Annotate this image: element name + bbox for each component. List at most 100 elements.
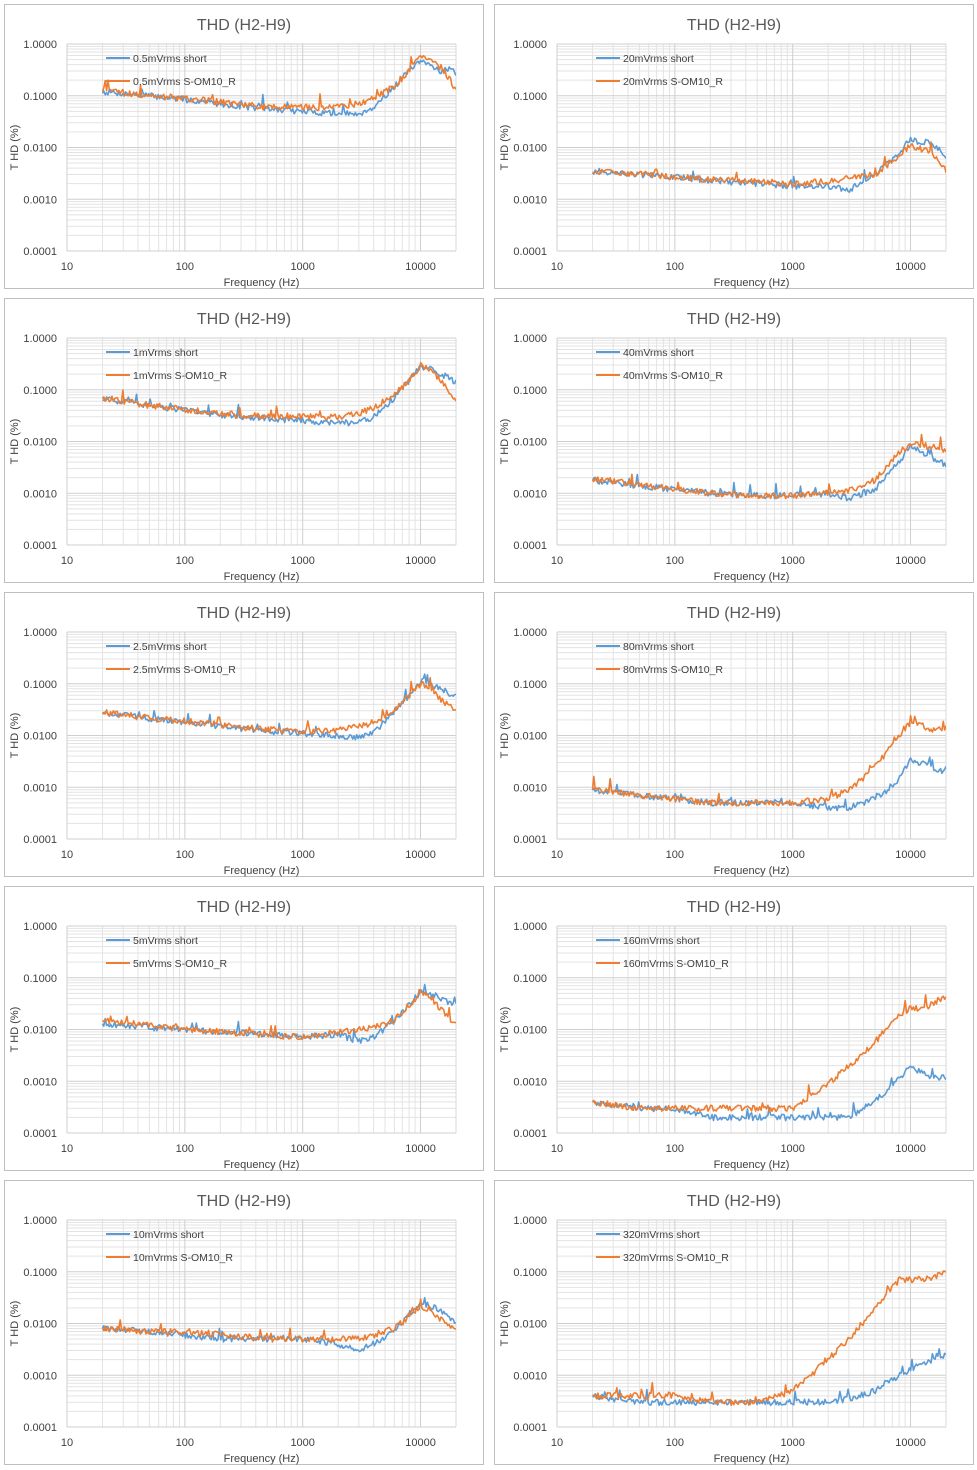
chart-title: THD (H2-H9) <box>197 1193 291 1210</box>
x-tick-label: 1000 <box>780 1437 804 1449</box>
x-tick-label: 10 <box>551 1437 563 1449</box>
y-tick-label: 0.0001 <box>23 540 57 552</box>
y-tick-label: 0.0100 <box>23 1319 57 1331</box>
chart-svg: THD (H2-H9) 0.0001 0.0010 0.0100 0.1000 1.000… <box>9 311 457 583</box>
y-tick-label: 0.1000 <box>513 91 547 103</box>
y-tick-label: 1.0000 <box>513 39 547 51</box>
x-axis-label: Frequency (Hz) <box>224 571 300 583</box>
y-axis-label: T HD (%) <box>9 419 21 465</box>
series-line <box>592 141 946 188</box>
y-axis-label: T HD (%) <box>9 1301 21 1347</box>
y-tick-label: 0.0001 <box>513 540 547 552</box>
y-tick-label: 0.1000 <box>513 973 547 985</box>
chart-title: THD (H2-H9) <box>687 311 781 328</box>
y-tick-label: 0.0010 <box>513 488 547 500</box>
x-tick-label: 1000 <box>290 1437 314 1449</box>
x-tick-label: 100 <box>176 1143 194 1155</box>
chart-panel: THD (H2-H9) 0.0001 0.0010 0.0100 0.1000 1.000… <box>490 882 977 1175</box>
x-tick-label: 10 <box>61 849 73 861</box>
y-tick-label: 0.1000 <box>23 973 57 985</box>
y-tick-label: 0.0010 <box>513 1076 547 1088</box>
y-tick-label: 0.1000 <box>513 385 547 397</box>
y-tick-label: 0.0100 <box>513 1025 547 1037</box>
x-tick-label: 100 <box>176 1437 194 1449</box>
x-axis-label: Frequency (Hz) <box>714 1453 790 1465</box>
x-axis-label: Frequency (Hz) <box>714 1159 790 1171</box>
legend-label: 40mVrms short <box>623 347 694 359</box>
chart-panel: THD (H2-H9) 0.0001 0.0010 0.0100 0.1000 1.000… <box>0 882 488 1175</box>
y-tick-label: 0.1000 <box>23 1267 57 1279</box>
y-axis-label: T HD (%) <box>9 713 21 759</box>
x-tick-label: 10 <box>551 261 563 273</box>
chart-frame <box>494 298 974 583</box>
y-tick-label: 0.0010 <box>23 194 57 206</box>
chart-frame <box>4 886 484 1171</box>
y-tick-label: 0.0010 <box>23 1076 57 1088</box>
y-tick-label: 0.0001 <box>23 1128 57 1140</box>
x-tick-label: 1000 <box>780 1143 804 1155</box>
chart-svg: THD (H2-H9) 0.0001 0.0010 0.0100 0.1000 1.000… <box>499 899 947 1171</box>
x-tick-label: 10000 <box>405 1437 436 1449</box>
legend-label: 160mVrms S-OM10_R <box>623 958 729 970</box>
x-tick-label: 10 <box>551 555 563 567</box>
x-tick-label: 10 <box>61 261 73 273</box>
y-tick-label: 0.0100 <box>23 437 57 449</box>
x-tick-label: 100 <box>666 1437 684 1449</box>
x-axis-label: Frequency (Hz) <box>714 277 790 289</box>
x-tick-label: 10000 <box>895 1143 926 1155</box>
series-line <box>591 433 946 500</box>
chart-panel: THD (H2-H9) 0.0001 0.0010 0.0100 0.1000 1.000… <box>0 294 488 587</box>
x-tick-label: 100 <box>666 261 684 273</box>
y-tick-label: 0.0100 <box>513 437 547 449</box>
x-tick-label: 10000 <box>895 555 926 567</box>
y-tick-label: 0.0010 <box>513 194 547 206</box>
y-tick-label: 0.0100 <box>23 143 57 155</box>
chart-panel: THD (H2-H9) 0.0001 0.0010 0.0100 0.1000 1.000… <box>0 0 488 293</box>
x-tick-label: 10 <box>61 555 73 567</box>
legend-label: 2.5mVrms S-OM10_R <box>133 664 236 676</box>
x-tick-label: 1000 <box>290 261 314 273</box>
chart-panel: THD (H2-H9) 0.0001 0.0010 0.0100 0.1000 1.000… <box>0 588 488 881</box>
y-tick-label: 0.0100 <box>23 1025 57 1037</box>
chart-title: THD (H2-H9) <box>197 899 291 916</box>
chart-svg: THD (H2-H9) 0.0001 0.0010 0.0100 0.1000 1.000… <box>499 311 947 583</box>
y-axis-label: T HD (%) <box>499 1301 511 1347</box>
chart-svg: THD (H2-H9) 0.0001 0.0010 0.0100 0.1000 1.000… <box>499 605 947 877</box>
legend-label: 40mVrms S-OM10_R <box>623 370 723 382</box>
x-tick-label: 1000 <box>290 555 314 567</box>
x-tick-label: 10000 <box>895 1437 926 1449</box>
y-tick-label: 0.0100 <box>513 731 547 743</box>
series-line <box>591 994 946 1113</box>
y-axis-label: T HD (%) <box>499 419 511 465</box>
legend-label: 2.5mVrms short <box>133 641 207 653</box>
y-tick-label: 0.1000 <box>23 679 57 691</box>
y-tick-label: 1.0000 <box>23 333 57 345</box>
chart-title: THD (H2-H9) <box>687 899 781 916</box>
y-tick-label: 0.0001 <box>513 1128 547 1140</box>
x-axis-label: Frequency (Hz) <box>224 865 300 877</box>
chart-svg: THD (H2-H9) 0.0001 0.0010 0.0100 0.1000 1.000… <box>499 17 947 289</box>
x-tick-label: 10000 <box>405 555 436 567</box>
x-tick-label: 1000 <box>780 849 804 861</box>
y-tick-label: 0.1000 <box>513 1267 547 1279</box>
x-axis-label: Frequency (Hz) <box>714 865 790 877</box>
chart-panel: THD (H2-H9) 0.0001 0.0010 0.0100 0.1000 1.000… <box>490 1176 977 1469</box>
legend-label: 0.5mVrms S-OM10_R <box>133 76 236 88</box>
chart-title: THD (H2-H9) <box>197 605 291 622</box>
chart-panel: THD (H2-H9) 0.0001 0.0010 0.0100 0.1000 1.000… <box>0 1176 488 1469</box>
y-axis-label: T HD (%) <box>499 1007 511 1053</box>
legend-label: 80mVrms short <box>623 641 694 653</box>
y-tick-label: 0.0001 <box>513 246 547 258</box>
series-line <box>591 714 946 807</box>
y-tick-label: 1.0000 <box>23 921 57 933</box>
chart-frame <box>4 592 484 877</box>
legend-label: 80mVrms S-OM10_R <box>623 664 723 676</box>
y-tick-label: 0.1000 <box>23 91 57 103</box>
legend-label: 20mVrms S-OM10_R <box>623 76 723 88</box>
y-tick-label: 0.0001 <box>513 834 547 846</box>
legend-label: 320mVrms short <box>623 1229 700 1241</box>
x-axis-label: Frequency (Hz) <box>224 1159 300 1171</box>
legend-label: 10mVrms S-OM10_R <box>133 1252 233 1264</box>
series-line <box>101 54 456 111</box>
y-tick-label: 0.0010 <box>23 782 57 794</box>
